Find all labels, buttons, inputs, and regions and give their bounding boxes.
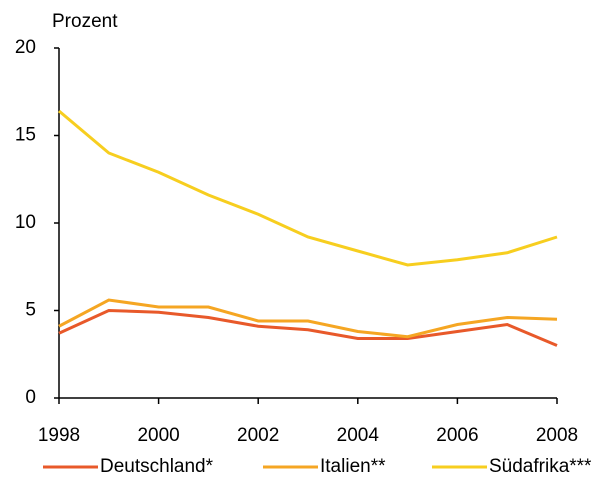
x-tick-label: 2002 bbox=[237, 425, 279, 446]
y-tick-label: 15 bbox=[15, 125, 36, 146]
series-line bbox=[58, 308, 558, 347]
x-tick-label: 2004 bbox=[337, 425, 380, 446]
y-tick-label: 5 bbox=[25, 300, 36, 321]
series-line bbox=[58, 298, 558, 339]
y-tick-label: 20 bbox=[15, 37, 36, 58]
series-line bbox=[58, 109, 558, 267]
y-axis-label: Prozent bbox=[52, 11, 118, 32]
y-tick-label: 0 bbox=[25, 387, 36, 408]
x-tick-label: 1998 bbox=[38, 425, 80, 446]
x-tick-label: 2008 bbox=[536, 425, 578, 446]
legend-label: Südafrika*** bbox=[489, 456, 592, 477]
x-tick-label: 2000 bbox=[137, 425, 179, 446]
legend-label: Deutschland* bbox=[100, 456, 214, 477]
legend-label: Italien** bbox=[320, 456, 386, 477]
x-tick-label: 2006 bbox=[436, 425, 478, 446]
y-tick-label: 10 bbox=[15, 212, 36, 233]
